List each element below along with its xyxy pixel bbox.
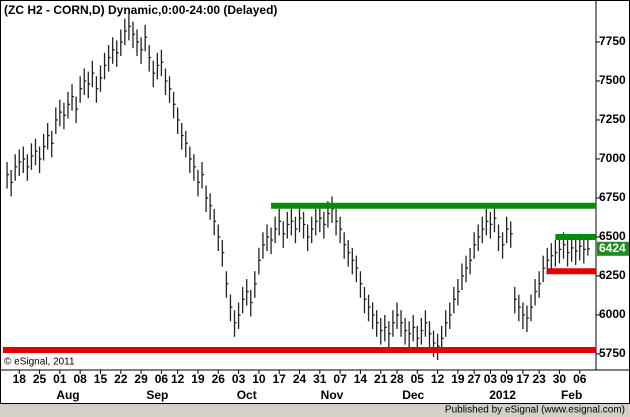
x-tick-label: 25: [33, 372, 47, 386]
publisher: Published by eSignal (www.esignal.com): [445, 405, 625, 416]
copyright: © eSignal, 2011: [4, 357, 75, 368]
x-tick-label: 08: [73, 372, 87, 386]
x-tick-label: 30: [553, 372, 567, 386]
x-tick-label: 28: [390, 372, 404, 386]
y-tick-label: 6500: [599, 229, 626, 243]
y-tick-label: 7000: [599, 151, 626, 165]
month-label: 2012: [489, 388, 516, 402]
month-label: Oct: [237, 388, 257, 402]
x-tick-label: 07: [333, 372, 347, 386]
x-tick-label: 12: [431, 372, 445, 386]
last-price-label: 6424: [599, 241, 626, 255]
x-tick-label: 03: [232, 372, 246, 386]
month-label: Nov: [321, 388, 344, 402]
x-tick-label: 05: [411, 372, 425, 386]
x-tick-label: 21: [374, 372, 388, 386]
x-tick-label: 17: [516, 372, 530, 386]
x-tick-label: 27: [467, 372, 481, 386]
x-tick-label: 22: [114, 372, 128, 386]
x-tick-label: 19: [451, 372, 465, 386]
x-tick-label: 29: [134, 372, 148, 386]
x-tick-label: 06: [155, 372, 169, 386]
y-tick-label: 6250: [599, 268, 626, 282]
x-tick-label: 09: [500, 372, 514, 386]
x-tick-label: 03: [484, 372, 498, 386]
x-tick-label: 23: [532, 372, 546, 386]
x-tick-label: 01: [53, 372, 67, 386]
month-label: Feb: [561, 388, 582, 402]
x-tick-label: 24: [293, 372, 307, 386]
month-label: Dec: [402, 388, 424, 402]
x-tick-label: 12: [171, 372, 185, 386]
y-tick-label: 7250: [599, 112, 626, 126]
month-label: Aug: [56, 388, 79, 402]
y-tick-label: 6750: [599, 190, 626, 204]
month-label: Sep: [146, 388, 168, 402]
x-tick-label: 26: [212, 372, 226, 386]
y-tick-label: 7750: [599, 34, 626, 48]
x-tick-label: 10: [252, 372, 266, 386]
x-tick-label: 14: [354, 372, 368, 386]
footer: [0, 404, 630, 417]
frame: [0, 0, 630, 404]
x-tick-label: 17: [273, 372, 287, 386]
x-tick-label: 18: [13, 372, 27, 386]
y-tick-label: 5750: [599, 346, 626, 360]
y-tick-label: 7500: [599, 73, 626, 87]
x-tick-label: 31: [313, 372, 327, 386]
y-tick-label: 6000: [599, 307, 626, 321]
x-tick-label: 15: [94, 372, 108, 386]
chart-title: (ZC H2 - CORN,D) Dynamic,0:00-24:00 (Del…: [4, 3, 277, 17]
x-tick-label: 06: [573, 372, 587, 386]
last-price-box: [597, 241, 629, 256]
x-tick-label: 19: [191, 372, 205, 386]
